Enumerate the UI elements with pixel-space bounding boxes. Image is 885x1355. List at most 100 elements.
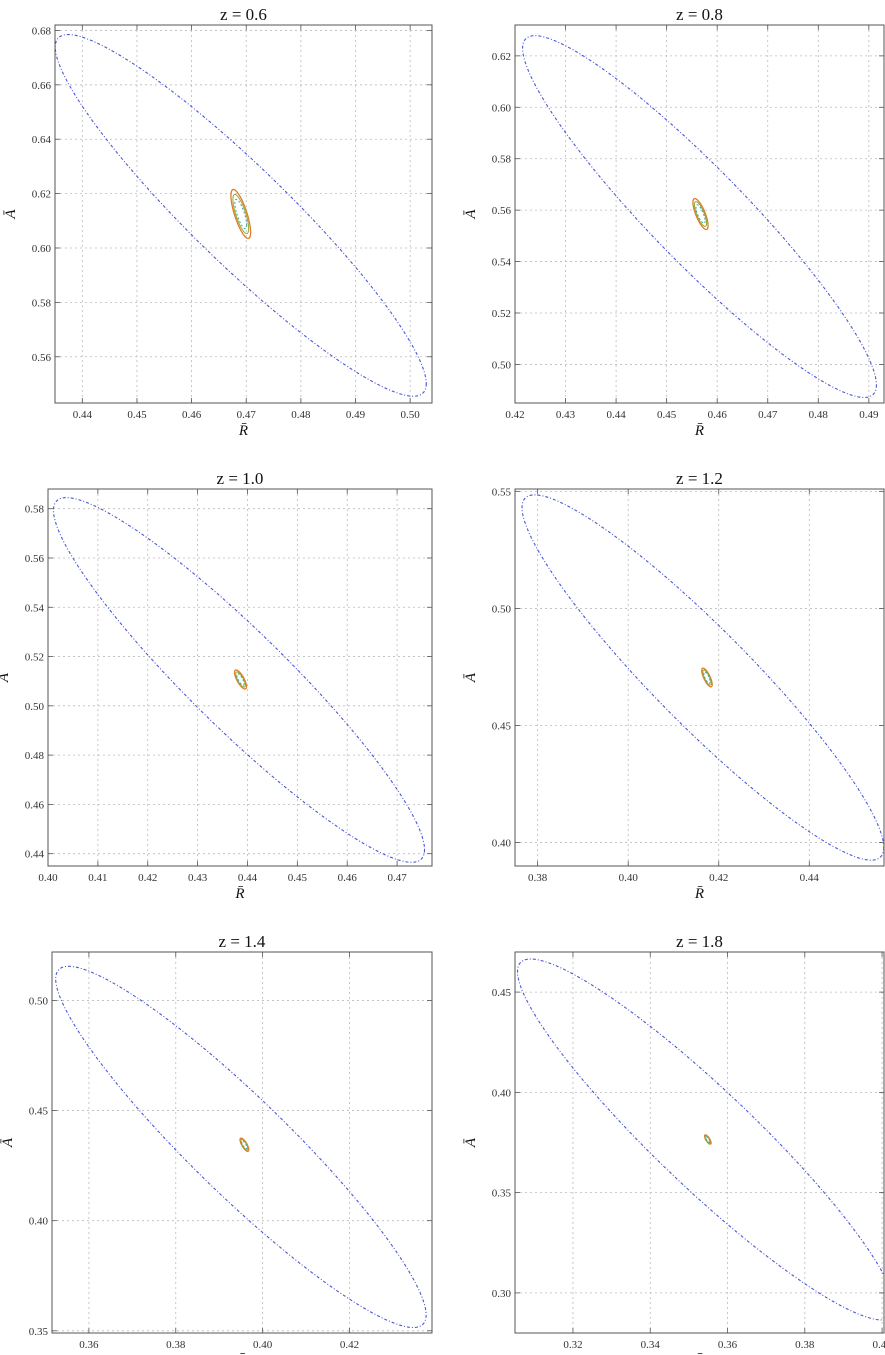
inner-confidence-contour-olive xyxy=(702,669,712,686)
inner-confidence-contour-orange xyxy=(692,197,709,231)
y-tick-label: 0.45 xyxy=(29,1106,49,1118)
plot-frame xyxy=(51,951,433,1334)
y-tick-label: 0.56 xyxy=(25,553,45,565)
x-tick-label: 0.45 xyxy=(288,872,308,884)
inner-confidence-contour-orange xyxy=(239,1137,250,1152)
inner-confidence-contour-teal xyxy=(241,1140,248,1150)
x-tick-label: 0.42 xyxy=(138,872,157,884)
x-tick-label: 0.49 xyxy=(859,409,879,421)
x-tick-label: 0.41 xyxy=(88,872,107,884)
contour-group xyxy=(55,965,427,1329)
plot-frame xyxy=(54,24,433,404)
x-tick-label: 0.42 xyxy=(709,872,728,884)
inner-confidence-contour-olive xyxy=(693,201,708,227)
x-tick-label: 0.50 xyxy=(401,409,421,421)
x-tick-label: 0.46 xyxy=(338,872,358,884)
y-tick-label: 0.56 xyxy=(32,352,52,364)
y-tick-label: 0.68 xyxy=(32,25,52,37)
inner-confidence-contour-teal xyxy=(695,204,706,224)
y-tick-label: 0.40 xyxy=(29,1216,49,1228)
chart-title: z = 1.2 xyxy=(676,469,723,488)
x-tick-label: 0.38 xyxy=(528,872,548,884)
x-tick-label: 0.32 xyxy=(563,1339,582,1351)
x-axis-label: R̄ xyxy=(236,1353,246,1355)
x-tick-label: 0.38 xyxy=(166,1339,186,1351)
inner-confidence-contour-olive xyxy=(232,193,250,235)
y-tick-label: 0.56 xyxy=(492,205,512,217)
y-tick-label: 0.54 xyxy=(25,602,45,614)
x-tick-label: 0.40 xyxy=(619,872,639,884)
y-tick-label: 0.50 xyxy=(25,701,45,713)
y-tick-label: 0.62 xyxy=(32,189,51,201)
x-tick-label: 0.44 xyxy=(606,409,626,421)
plot-frame xyxy=(47,488,433,867)
chart-title: z = 0.8 xyxy=(676,5,723,24)
inner-confidence-contour-teal xyxy=(705,1136,711,1143)
chart-title: z = 1.4 xyxy=(219,932,266,951)
inner-confidence-contour-orange xyxy=(230,188,252,240)
x-tick-label: 0.45 xyxy=(127,409,147,421)
y-tick-label: 0.35 xyxy=(29,1326,49,1338)
y-tick-label: 0.40 xyxy=(492,838,512,850)
y-tick-label: 0.64 xyxy=(32,134,52,146)
outer-confidence-contour xyxy=(52,497,426,863)
x-tick-label: 0.43 xyxy=(188,872,208,884)
inner-confidence-contour-teal xyxy=(234,198,248,230)
x-tick-label: 0.46 xyxy=(182,409,202,421)
y-tick-label: 0.52 xyxy=(25,652,44,664)
y-tick-label: 0.55 xyxy=(492,486,512,498)
y-tick-label: 0.58 xyxy=(32,297,52,309)
x-tick-label: 0.40 xyxy=(872,1339,885,1351)
y-tick-label: 0.35 xyxy=(492,1188,512,1200)
contour-group xyxy=(55,33,427,397)
chart-title: z = 0.6 xyxy=(220,5,267,24)
outer-confidence-contour xyxy=(521,494,884,861)
y-tick-label: 0.44 xyxy=(25,849,45,861)
y-axis-label: Ā xyxy=(0,672,12,683)
inner-confidence-contour-olive xyxy=(704,1135,711,1144)
plot-frame xyxy=(514,24,885,404)
x-tick-label: 0.38 xyxy=(795,1339,815,1351)
contour-group xyxy=(516,958,884,1321)
chart-title: z = 1.8 xyxy=(676,932,723,951)
contour-group xyxy=(52,497,426,863)
chart-title: z = 1.0 xyxy=(217,469,264,488)
x-tick-label: 0.36 xyxy=(718,1339,738,1351)
y-tick-label: 0.52 xyxy=(492,308,511,320)
plot-frame xyxy=(514,488,885,867)
x-tick-label: 0.36 xyxy=(79,1339,99,1351)
y-tick-label: 0.45 xyxy=(492,721,512,733)
inner-confidence-contour-orange xyxy=(701,667,713,688)
x-tick-label: 0.47 xyxy=(758,409,778,421)
x-tick-label: 0.48 xyxy=(291,409,311,421)
x-tick-label: 0.42 xyxy=(340,1339,359,1351)
x-tick-label: 0.44 xyxy=(800,872,820,884)
y-axis-label: Ā xyxy=(463,672,479,683)
x-tick-label: 0.47 xyxy=(387,872,407,884)
y-tick-label: 0.58 xyxy=(492,154,512,166)
x-axis-label: R̄ xyxy=(694,423,704,439)
y-tick-label: 0.60 xyxy=(32,243,52,255)
x-tick-label: 0.40 xyxy=(38,872,58,884)
contour-group xyxy=(522,35,877,399)
plot-frame xyxy=(514,951,885,1334)
y-axis-label: Ā xyxy=(0,1137,16,1148)
x-tick-label: 0.46 xyxy=(708,409,728,421)
y-tick-label: 0.40 xyxy=(492,1087,512,1099)
inner-confidence-contour-olive xyxy=(235,671,246,688)
x-tick-label: 0.43 xyxy=(556,409,576,421)
x-axis-label: R̄ xyxy=(238,423,248,439)
outer-confidence-contour xyxy=(522,35,877,399)
y-tick-label: 0.58 xyxy=(25,504,45,516)
inner-confidence-contour-teal xyxy=(703,671,711,684)
x-axis-label: R̄ xyxy=(694,886,704,902)
y-axis-label: Ā xyxy=(463,209,479,220)
contour-group xyxy=(521,494,884,861)
y-tick-label: 0.30 xyxy=(492,1288,512,1300)
